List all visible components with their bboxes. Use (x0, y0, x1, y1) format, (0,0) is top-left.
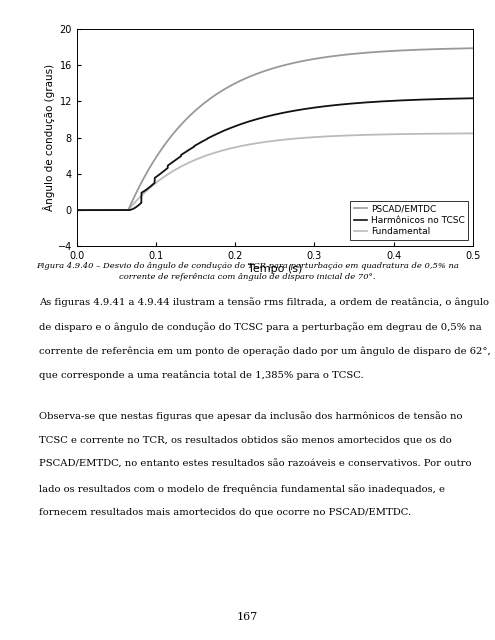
Text: corrente de referência em um ponto de operação dado por um ângulo de disparo de : corrente de referência em um ponto de op… (39, 346, 491, 356)
Text: que corresponde a uma reatância total de 1,385% para o TCSC.: que corresponde a uma reatância total de… (39, 371, 363, 380)
Legend: PSCAD/EMTDC, Harmônicos no TCSC, Fundamental: PSCAD/EMTDC, Harmônicos no TCSC, Fundame… (350, 201, 468, 240)
Text: fornecem resultados mais amortecidos do que ocorre no PSCAD/EMTDC.: fornecem resultados mais amortecidos do … (39, 508, 411, 517)
Text: TCSC e corrente no TCR, os resultados obtidos são menos amortecidos que os do: TCSC e corrente no TCR, os resultados ob… (39, 435, 451, 445)
X-axis label: Tempo (s): Tempo (s) (248, 264, 302, 274)
Text: de disparo e o ângulo de condução do TCSC para a perturbação em degrau de 0,5% n: de disparo e o ângulo de condução do TCS… (39, 322, 481, 332)
Text: Observa-se que nestas figuras que apesar da inclusão dos harmônicos de tensão no: Observa-se que nestas figuras que apesar… (39, 411, 462, 420)
Text: lado os resultados com o modelo de frequência fundamental são inadequados, e: lado os resultados com o modelo de frequ… (39, 484, 445, 493)
Text: PSCAD/EMTDC, no entanto estes resultados são razoáveis e conservativos. Por outr: PSCAD/EMTDC, no entanto estes resultados… (39, 460, 471, 468)
Text: As figuras 4.9.41 a 4.9.44 ilustram a tensão rms filtrada, a ordem de reatância,: As figuras 4.9.41 a 4.9.44 ilustram a te… (39, 298, 489, 307)
Text: 167: 167 (237, 612, 258, 622)
Text: Figura 4.9.40 – Desvio do ângulo de condução do TCR para perturbação em quadratu: Figura 4.9.40 – Desvio do ângulo de cond… (36, 262, 459, 270)
Text: corrente de referência com ângulo de disparo inicial de 70°.: corrente de referência com ângulo de dis… (119, 273, 376, 282)
Y-axis label: Ângulo de condução (graus): Ângulo de condução (graus) (43, 64, 55, 211)
